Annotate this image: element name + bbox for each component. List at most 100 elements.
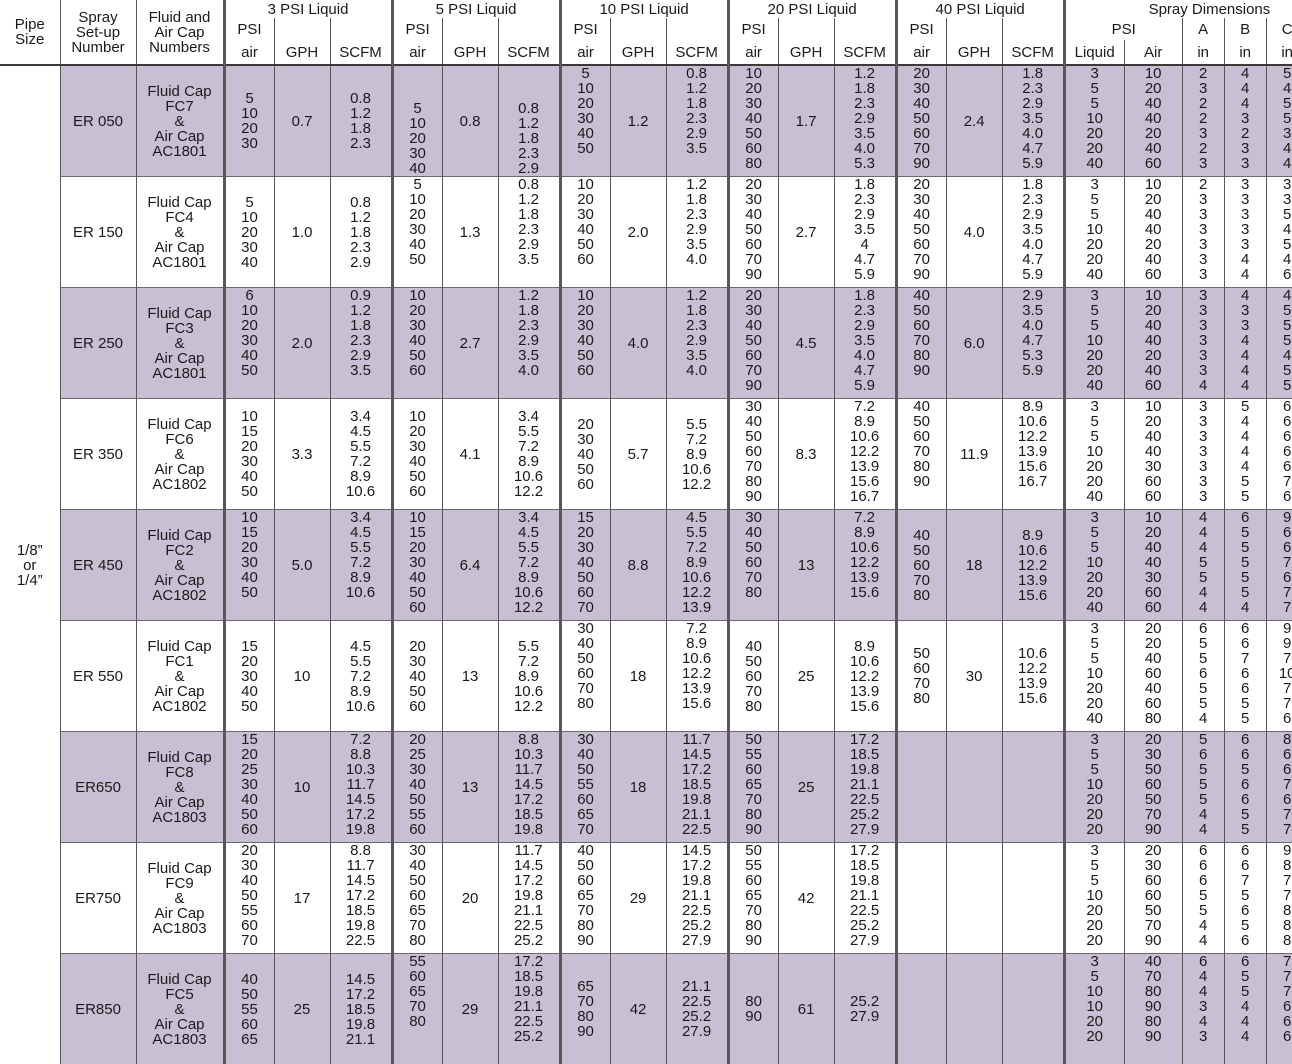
header-dims-a: A bbox=[1181, 18, 1225, 40]
dims-a-value: 6 bbox=[1198, 842, 1208, 859]
p10-scfm: 1.2 1.8 2.3 2.9 3.5 4.0 bbox=[667, 288, 727, 378]
cap-line: Fluid Cap bbox=[147, 748, 212, 766]
p10-scfm-value: 17.2 bbox=[681, 857, 712, 874]
dims-b-value: 6 bbox=[1240, 635, 1250, 652]
dims-b-value: 5 bbox=[1240, 473, 1250, 490]
dims-c-value: 5 bbox=[1282, 236, 1292, 253]
p20-scfm-value: 3.5 bbox=[854, 221, 876, 238]
p10-scfm-value: 10.6 bbox=[681, 569, 712, 586]
dims-a-value: 3 bbox=[1198, 155, 1208, 172]
p5-scfm-value: 2.9 bbox=[518, 236, 539, 253]
dims-a-value: 4 bbox=[1198, 377, 1208, 394]
p20-psi-air-value: 10 bbox=[745, 65, 762, 82]
dims-c-value: 10 bbox=[1278, 665, 1292, 682]
cap-numbers-cell: Fluid Cap FC2 & Air Cap AC1802 bbox=[136, 509, 226, 621]
cap-line: Air Cap bbox=[154, 127, 205, 145]
p20-scfm-value: 25.2 bbox=[850, 806, 880, 823]
dims-psi-air-value: 90 bbox=[1144, 821, 1162, 838]
dims-psi-liquid-cell: 3 5 5 10 20 20 40 bbox=[1064, 620, 1125, 732]
p3-scfm-cell: 0.8 1.2 1.8 2.3 bbox=[329, 64, 394, 177]
p40-psi-air-value: 80 bbox=[913, 586, 930, 604]
cap-numbers-cell: Fluid Cap FC1 & Air Cap AC1802 bbox=[136, 620, 226, 732]
dims-b-value: 4 bbox=[1240, 287, 1250, 304]
p20-psi-air-value: 20 bbox=[745, 287, 762, 304]
dims-b-value: 3 bbox=[1240, 206, 1250, 223]
p20-scfm-value: 2.9 bbox=[854, 317, 876, 334]
p20-psi-air-value: 65 bbox=[745, 887, 762, 904]
p20-scfm-value: 19.8 bbox=[850, 872, 880, 889]
p5-gph-cell: 6.4 bbox=[441, 509, 499, 621]
p5-scfm-value: 3.5 bbox=[518, 347, 539, 364]
cap-line: & bbox=[174, 778, 185, 796]
p20-scfm-value: 3.5 bbox=[854, 332, 876, 349]
p40-gph-cell: 30 bbox=[945, 620, 1003, 732]
dims-psi-liquid-value: 5 bbox=[1090, 302, 1099, 319]
dims-psi-liquid-value: 40 bbox=[1086, 155, 1103, 172]
p40-psi-air-value: 80 bbox=[913, 690, 930, 707]
dims-psi-air-cell: 10 20 40 40 20 40 60 bbox=[1123, 287, 1183, 399]
dims-a-value: 4 bbox=[1198, 1013, 1208, 1030]
p5-scfm-value: 8.9 bbox=[518, 569, 539, 586]
dims-b-value: 5 bbox=[1240, 554, 1250, 571]
p3-scfm-value: 18.5 bbox=[345, 1000, 376, 1018]
header-dims-liquid: Liquid bbox=[1064, 40, 1125, 66]
p20-psi-air: 40 50 60 70 80 bbox=[730, 639, 778, 714]
dims-a-value: 4 bbox=[1198, 806, 1208, 823]
header-10psi-psi: PSI bbox=[573, 20, 598, 38]
p20-scfm-cell: 7.2 8.9 10.6 12.2 13.9 15.6 16.7 bbox=[833, 398, 898, 510]
dims-psi-liquid-value: 20 bbox=[1086, 806, 1103, 823]
p10-scfm-value: 1.8 bbox=[686, 302, 707, 319]
p3-psi-air: 5 10 20 30 bbox=[226, 91, 274, 151]
p5-psi-air-value: 60 bbox=[409, 697, 426, 715]
p3-psi-air-value: 20 bbox=[241, 317, 258, 334]
p3-psi-air-value: 60 bbox=[241, 1015, 258, 1033]
cap-numbers-cell: Fluid Cap FC5 & Air Cap AC1803 bbox=[136, 953, 226, 1064]
p40-scfm: 10.6 12.2 13.9 15.6 bbox=[1003, 646, 1063, 706]
dims-b-value: 4 bbox=[1240, 458, 1250, 475]
dims-psi-liquid-value: 5 bbox=[1090, 428, 1099, 445]
dims-c-value: 8 bbox=[1282, 857, 1292, 874]
dims-a-value: 4 bbox=[1198, 983, 1208, 1000]
dims-psi-liquid-value: 5 bbox=[1090, 635, 1099, 652]
p20-gph-cell: 42 bbox=[777, 842, 835, 954]
cap-line: FC9 bbox=[165, 874, 194, 892]
dims-c-value: 7 bbox=[1282, 953, 1292, 970]
p40-psi-air-cell: 20 30 40 50 60 70 90 bbox=[895, 64, 947, 177]
cap-numbers-cell: Fluid Cap FC7 & Air Cap AC1801 bbox=[136, 64, 226, 177]
p40-psi-air: 40 50 60 70 80 90 bbox=[898, 399, 946, 489]
dims-b-value: 4 bbox=[1240, 266, 1250, 283]
dims-psi-air: 10 20 40 40 20 40 60 bbox=[1125, 66, 1182, 171]
p10-scfm-value: 27.9 bbox=[681, 1023, 712, 1040]
cap-line: AC1803 bbox=[152, 1030, 207, 1048]
dims-psi-air-value: 90 bbox=[1144, 932, 1162, 949]
dims-psi-liquid-value: 20 bbox=[1086, 458, 1103, 475]
p5-scfm-value: 1.8 bbox=[518, 206, 539, 223]
p40-psi-air-value: 40 bbox=[913, 398, 930, 415]
p20-psi-air-value: 65 bbox=[745, 776, 762, 793]
p5-scfm-value: 7.2 bbox=[518, 554, 539, 571]
p10-psi-air-value: 20 bbox=[577, 191, 594, 208]
p10-psi-air-value: 50 bbox=[577, 347, 594, 364]
dims-c-value: 8 bbox=[1282, 932, 1292, 949]
p40-scfm-value: 10.6 bbox=[1018, 645, 1048, 662]
p20-psi-air-cell: 50 55 60 65 70 80 90 bbox=[727, 842, 779, 954]
p10-scfm: 14.5 17.2 19.8 21.1 22.5 25.2 27.9 bbox=[667, 843, 727, 948]
dims-c-value: 5 bbox=[1282, 317, 1292, 334]
p20-scfm-value: 5.9 bbox=[854, 266, 876, 283]
p3-scfm-value: 8.9 bbox=[350, 468, 371, 485]
p3-psi-air-value: 10 bbox=[241, 105, 258, 122]
p10-scfm-cell: 4.5 5.5 7.2 8.9 10.6 12.2 13.9 bbox=[665, 509, 730, 621]
p40-scfm: 8.9 10.6 12.2 13.9 15.6 16.7 bbox=[1003, 399, 1063, 489]
dims-c-value: 5 bbox=[1282, 110, 1292, 127]
header-5psi-psi: PSI bbox=[405, 20, 430, 38]
p10-psi-air-value: 30 bbox=[577, 110, 594, 127]
p10-psi-air: 40 50 60 65 70 80 90 bbox=[562, 843, 610, 948]
dims-psi-liquid-value: 5 bbox=[1090, 80, 1099, 97]
p20-psi-air-value: 55 bbox=[745, 857, 762, 874]
p20-psi-air-cell: 20 30 40 50 60 70 90 bbox=[727, 176, 779, 288]
p3-scfm-value: 1.8 bbox=[350, 317, 371, 334]
dims-psi-liquid: 3 5 5 10 20 20 40 bbox=[1066, 621, 1124, 726]
